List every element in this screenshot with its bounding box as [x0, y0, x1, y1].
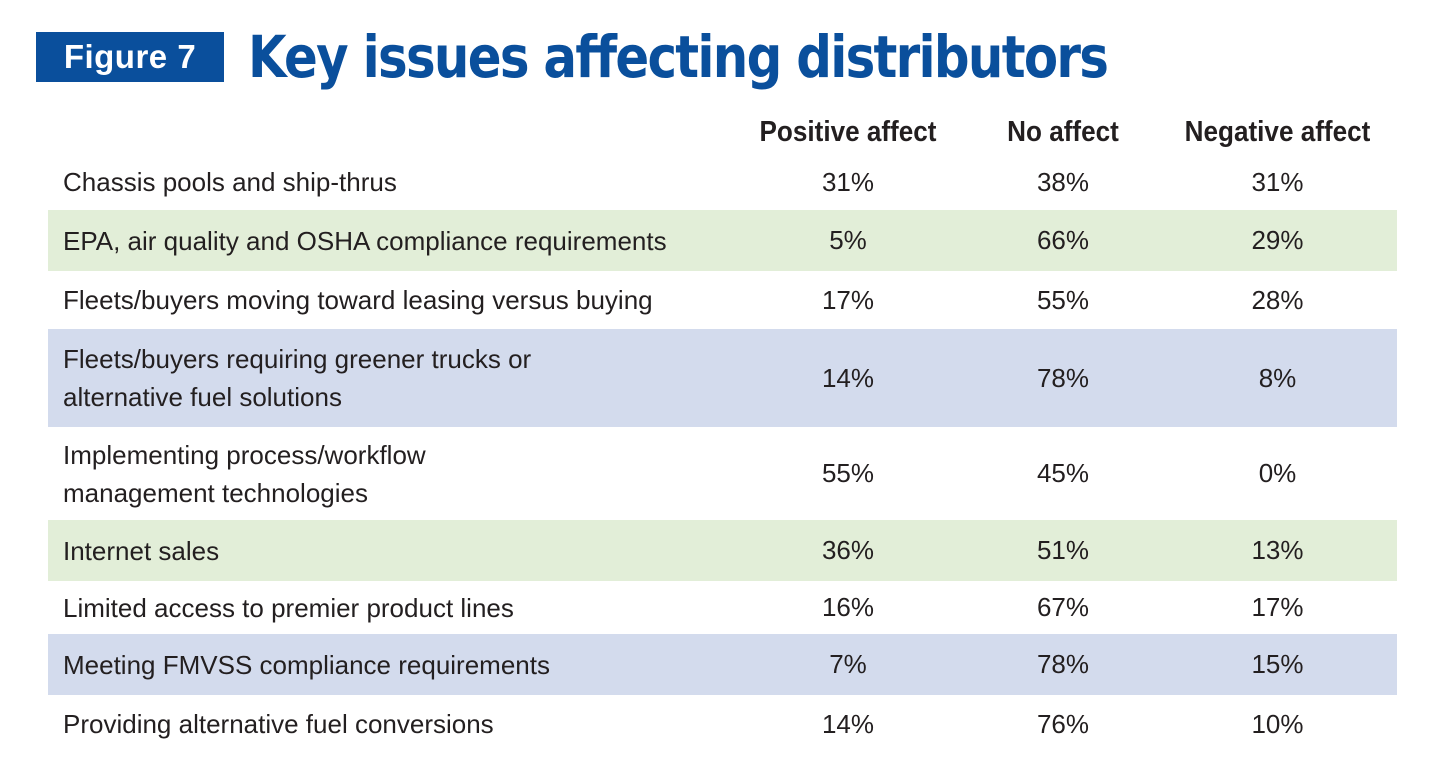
table-row: Chassis pools and ship-thrus 31% 38% 31% — [48, 154, 1397, 210]
table-row: Limited access to premier product lines … — [48, 581, 1397, 634]
negative-value: 0% — [1258, 458, 1297, 488]
table-row: Fleets/buyers requiring greener trucks o… — [48, 329, 1397, 427]
positive-value: 7% — [728, 634, 968, 695]
row-label: Fleets/buyers moving toward leasing vers… — [63, 285, 653, 315]
positive-value: 17% — [821, 284, 875, 315]
table-row: Internet sales 36% 51% 13% — [48, 520, 1397, 581]
negative-value: 10% — [1251, 708, 1304, 739]
column-header-negative: Negative affect — [1184, 115, 1371, 148]
positive-value: 36% — [728, 520, 968, 581]
no-affect-value: 76% — [1036, 708, 1090, 739]
column-header-positive: Positive affect — [759, 115, 937, 148]
row-label: Meeting FMVSS compliance requirements — [48, 634, 728, 695]
row-label: Implementing process/workflow management … — [48, 427, 728, 520]
no-affect-value: 55% — [1036, 284, 1090, 315]
table-row: Fleets/buyers moving toward leasing vers… — [48, 271, 1397, 329]
issues-table: Positive affect No affect Negative affec… — [48, 110, 1397, 753]
chart-title: Key issues affecting distributors — [248, 23, 1109, 91]
no-affect-value: 45% — [1036, 458, 1090, 488]
column-header-none: No affect — [1007, 115, 1119, 148]
positive-value: 14% — [728, 329, 968, 427]
row-label-line: Implementing process/workflow — [63, 439, 426, 470]
negative-value: 31% — [1251, 166, 1304, 197]
positive-value: 55% — [821, 458, 875, 488]
positive-value: 5% — [728, 210, 968, 271]
no-affect-value: 78% — [968, 329, 1158, 427]
negative-value: 29% — [1158, 210, 1397, 271]
positive-value: 16% — [821, 592, 875, 622]
no-affect-value: 51% — [968, 520, 1158, 581]
row-label: Chassis pools and ship-thrus — [63, 167, 397, 197]
row-label-line: Fleets/buyers requiring greener trucks o… — [63, 344, 532, 374]
table-row: EPA, air quality and OSHA compliance req… — [48, 210, 1397, 271]
negative-value: 8% — [1158, 329, 1397, 427]
negative-value: 13% — [1158, 520, 1397, 581]
negative-value: 17% — [1251, 592, 1304, 622]
row-label: Providing alternative fuel conversions — [63, 709, 494, 739]
header-row: Positive affect No affect Negative affec… — [48, 110, 1397, 154]
row-label-header — [82, 110, 694, 154]
table-row: Implementing process/workflow management … — [48, 427, 1397, 520]
row-label: EPA, air quality and OSHA compliance req… — [48, 210, 728, 271]
table-row: Meeting FMVSS compliance requirements 7%… — [48, 634, 1397, 695]
row-label: Fleets/buyers requiring greener trucks o… — [48, 329, 728, 427]
figure-header: Figure 7 Key issues affecting distributo… — [36, 22, 1247, 92]
no-affect-value: 78% — [968, 634, 1158, 695]
row-label: Internet sales — [48, 520, 728, 581]
row-label-line: alternative fuel solutions — [63, 382, 342, 412]
negative-value: 28% — [1251, 284, 1304, 315]
figure-badge: Figure 7 — [36, 32, 224, 82]
no-affect-value: 67% — [1036, 592, 1090, 622]
positive-value: 31% — [821, 166, 875, 197]
row-label: Limited access to premier product lines — [63, 592, 514, 623]
row-label-line: management technologies — [63, 477, 368, 508]
no-affect-value: 38% — [1036, 166, 1090, 197]
no-affect-value: 66% — [968, 210, 1158, 271]
table-row: Providing alternative fuel conversions 1… — [48, 695, 1397, 753]
negative-value: 15% — [1158, 634, 1397, 695]
positive-value: 14% — [821, 708, 875, 739]
